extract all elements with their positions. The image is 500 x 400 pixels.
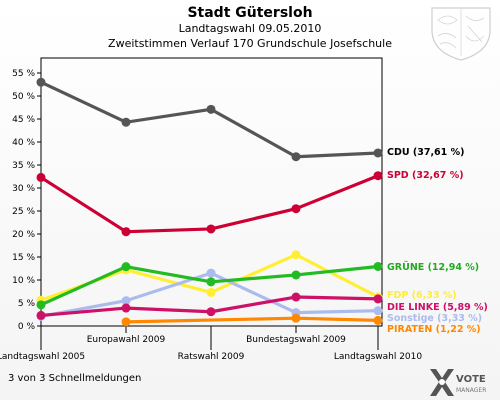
series-die-linke	[36, 292, 383, 320]
chart-title: Stadt Gütersloh	[187, 5, 312, 21]
data-point	[36, 310, 46, 320]
data-point	[373, 315, 383, 325]
data-point	[206, 287, 216, 297]
data-point	[206, 277, 216, 287]
series-cdu	[36, 77, 383, 162]
data-point	[373, 171, 383, 181]
nrw-crest-icon	[431, 7, 491, 61]
y-tick-label: 20 %	[12, 230, 35, 240]
x-logo-icon	[430, 369, 454, 396]
series-labels: CDU (37,61 %) SPD (32,67 %) GRÜNE (12,94 %…	[387, 147, 488, 335]
data-point	[291, 204, 301, 214]
series-spd	[36, 171, 383, 237]
data-point	[36, 77, 46, 87]
x-tick-label: Bundestagswahl 2009	[246, 335, 346, 345]
y-tick-label: 55 %	[12, 69, 35, 79]
data-point	[121, 117, 131, 127]
y-tick-label: 45 %	[12, 115, 35, 125]
data-point	[206, 104, 216, 114]
data-point	[206, 268, 216, 278]
series-label: Sonstige (3,33 %)	[387, 313, 482, 324]
y-tick-label: 0 %	[18, 322, 36, 332]
data-point	[291, 313, 301, 323]
data-point	[291, 270, 301, 280]
y-tick-label: 5 %	[18, 299, 36, 309]
data-point	[373, 294, 383, 304]
data-point	[206, 224, 216, 234]
y-axis: 0 % 5 % 10 % 15 % 20 % 25 % 30 % 35 % 40 % 45 % 50…	[12, 69, 41, 332]
x-tick-label: Landtagswahl 2010	[334, 352, 423, 362]
x-tick-label: Ratswahl 2009	[178, 352, 245, 362]
data-point	[121, 296, 131, 306]
data-point	[36, 300, 46, 310]
data-point	[373, 306, 383, 316]
data-point	[36, 172, 46, 182]
series-line	[40, 80, 379, 159]
logo-manager-text: MANAGER	[456, 387, 486, 394]
chart-subtitle-date: Landtagswahl 09.05.2010	[179, 22, 322, 35]
series-group	[36, 77, 383, 327]
x-tick-label: Europawahl 2009	[87, 335, 166, 345]
series-piraten	[121, 313, 383, 327]
series-label: PIRATEN (1,22 %)	[387, 324, 481, 335]
series-label: SPD (32,67 %)	[387, 170, 464, 181]
data-point	[121, 317, 131, 327]
data-point	[373, 261, 383, 271]
series-line	[40, 174, 379, 234]
y-tick-label: 35 %	[12, 161, 35, 171]
y-tick-label: 30 %	[12, 184, 35, 194]
vote-manager-logo: VOTE MANAGER	[430, 369, 486, 396]
footer-note: 3 von 3 Schnellmeldungen	[8, 373, 141, 384]
data-point	[291, 250, 301, 260]
data-point	[121, 303, 131, 313]
data-point	[291, 292, 301, 302]
logo-vote-text: VOTE	[456, 374, 486, 385]
series-gr-ne	[36, 261, 383, 310]
series-line	[125, 316, 379, 324]
y-tick-label: 10 %	[12, 276, 35, 286]
series-label: GRÜNE (12,94 %)	[387, 262, 479, 273]
x-tick-label: Landtagswahl 2005	[0, 352, 85, 362]
y-tick-label: 25 %	[12, 207, 35, 217]
data-point	[373, 148, 383, 158]
y-tick-label: 50 %	[12, 92, 35, 102]
data-point	[206, 307, 216, 317]
chart-subtitle-district: Zweitstimmen Verlauf 170 Grundschule Jos…	[108, 37, 392, 50]
series-label: DIE LINKE (5,89 %)	[387, 302, 488, 313]
data-point	[291, 152, 301, 162]
series-label: CDU (37,61 %)	[387, 147, 464, 158]
y-tick-label: 40 %	[12, 138, 35, 148]
series-label: FDP (6,33 %)	[387, 290, 457, 301]
data-point	[121, 227, 131, 237]
y-tick-label: 15 %	[12, 253, 35, 263]
data-point	[121, 262, 131, 272]
